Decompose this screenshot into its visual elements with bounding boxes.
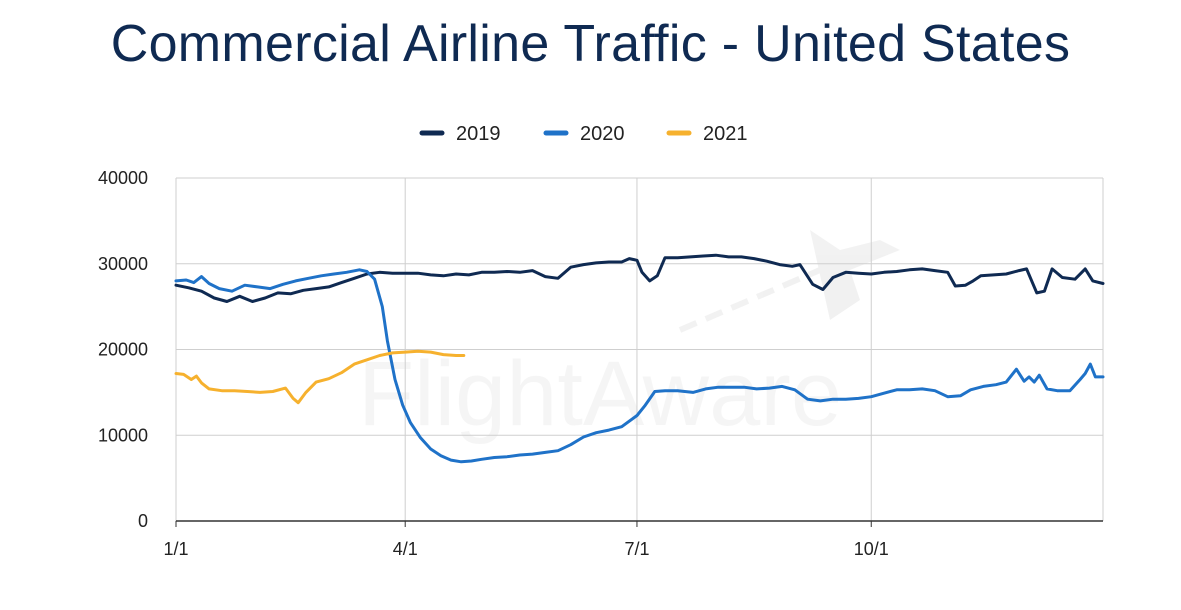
legend-label-2019: 2019 — [456, 123, 501, 145]
series-line-2021 — [174, 349, 466, 405]
legend: 2019 2020 2021 — [419, 123, 748, 145]
chart-title: Commercial Airline Traffic - United Stat… — [110, 15, 1071, 73]
x-tick-label: 1/1 — [163, 539, 188, 559]
y-tick-label: 20000 — [98, 340, 148, 360]
y-tick-label: 40000 — [98, 168, 148, 188]
airplane-watermark-icon — [678, 230, 900, 333]
series-line-2019 — [174, 253, 1105, 303]
axes: 40000 30000 20000 10000 0 1/1 4/1 7/1 10/1 — [98, 168, 1103, 559]
legend-label-2020: 2020 — [580, 123, 625, 145]
y-tick-label: 30000 — [98, 254, 148, 274]
watermark: FlightAware — [358, 343, 842, 445]
series-layer — [174, 253, 1105, 464]
series-line-2020 — [174, 268, 1105, 464]
y-tick-label: 0 — [138, 511, 148, 531]
x-tick-label: 4/1 — [393, 539, 418, 559]
x-tick-label: 10/1 — [854, 539, 889, 559]
legend-label-2021: 2021 — [703, 123, 748, 145]
y-tick-label: 10000 — [98, 425, 148, 445]
grid — [175, 177, 1104, 521]
x-tick-label: 7/1 — [624, 539, 649, 559]
